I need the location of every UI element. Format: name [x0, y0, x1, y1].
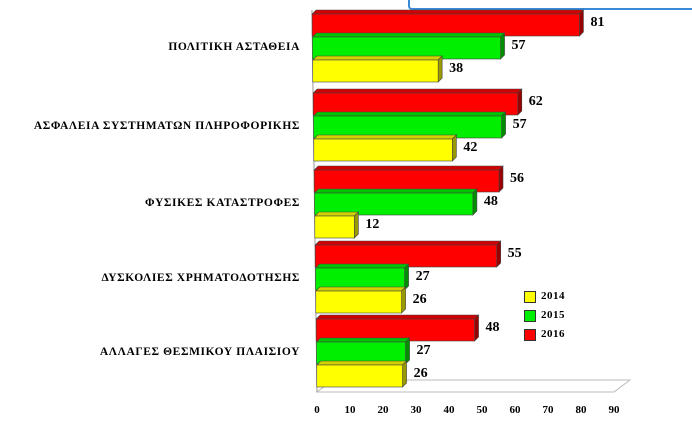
- x-tick-label-80: 80: [575, 404, 587, 416]
- bar-side-2014-5: [402, 360, 407, 388]
- bar-top-2014-1: [312, 55, 443, 61]
- legend-swatch-2016: [524, 329, 536, 341]
- category-label-2: ΑΣΦΑΛΕΙΑ ΣΥΣΤΗΜΑΤΩΝ ΠΛΗΡΟΦΟΡΙΚΗΣ: [33, 120, 300, 132]
- bar-top-2014-3: [314, 211, 360, 217]
- bar-top-2016-3: [313, 165, 504, 171]
- bar-top-2015-2: [312, 111, 507, 117]
- bar-side-2014-2: [452, 134, 457, 162]
- value-label-2016-4: 55: [507, 246, 522, 261]
- bar-top-2016-1: [311, 9, 585, 15]
- value-label-2016-3: 56: [509, 171, 524, 186]
- x-tick-label-20: 20: [377, 404, 389, 416]
- bar-side-2016-4: [496, 240, 501, 268]
- value-label-2014-5: 26: [413, 366, 428, 381]
- value-label-2016-2: 62: [528, 94, 543, 109]
- bar-top-2015-4: [314, 263, 410, 269]
- value-label-2015-5: 27: [416, 343, 431, 358]
- bar-top-2016-2: [312, 88, 523, 94]
- bar-top-2015-3: [313, 188, 478, 194]
- bar-side-2014-4: [401, 286, 406, 314]
- legend-swatch-2014: [524, 291, 536, 303]
- bar-side-2015-1: [500, 32, 505, 60]
- bar-2015-3: [314, 192, 474, 216]
- bar-top-2015-1: [311, 32, 506, 38]
- bar-side-2015-5: [405, 337, 410, 365]
- bar-top-2014-5: [316, 360, 408, 366]
- x-tick-label-50: 50: [476, 404, 488, 416]
- window-frame: [408, 0, 692, 10]
- x-tick-label-30: 30: [410, 404, 422, 416]
- bar-side-2014-3: [354, 211, 359, 239]
- bar-top-2014-2: [313, 134, 458, 140]
- value-label-2015-4: 27: [415, 269, 430, 284]
- bar-side-2014-1: [437, 55, 443, 83]
- bar-side-2016-3: [498, 165, 504, 193]
- bar-side-2016-2: [517, 88, 523, 116]
- bar-side-2016-1: [579, 9, 584, 37]
- legend-label-2014: 2014: [541, 290, 565, 302]
- x-tick-label-40: 40: [443, 404, 455, 416]
- value-label-2014-2: 42: [463, 140, 478, 155]
- bar-top-2016-5: [315, 314, 480, 320]
- x-tick-label-60: 60: [509, 404, 521, 416]
- bar-2014-1: [312, 59, 439, 83]
- legend-label-2016: 2016: [541, 328, 565, 340]
- bar-2014-5: [316, 364, 403, 388]
- value-label-2016-1: 81: [590, 15, 605, 30]
- bar-side-2015-3: [472, 188, 478, 216]
- category-label-4: ΔΥΣΚΟΛΙΕΣ ΧΡΗΜΑΤΟΔΟΤΗΣΗΣ: [101, 272, 300, 284]
- legend-swatch-2015: [524, 310, 536, 322]
- value-label-2016-5: 48: [485, 320, 500, 335]
- bar-top-2015-5: [315, 337, 411, 343]
- x-tick-label-10: 10: [344, 404, 356, 416]
- bar-side-2015-4: [404, 263, 409, 291]
- x-tick-label-90: 90: [608, 404, 620, 416]
- bar-side-2016-5: [474, 314, 479, 342]
- bar-top-2014-4: [315, 286, 407, 292]
- x-tick-label-70: 70: [542, 404, 554, 416]
- category-label-3: ΦΥΣΙΚΕΣ ΚΑΤΑΣΤΡΟΦΕΣ: [145, 197, 300, 209]
- bar-top-2016-4: [314, 240, 502, 246]
- value-label-2014-4: 26: [412, 292, 427, 307]
- value-label-2015-1: 57: [511, 38, 526, 53]
- bar-2014-2: [313, 138, 453, 162]
- bar-side-2015-2: [501, 111, 506, 139]
- bar-2014-4: [315, 290, 402, 314]
- value-label-2015-3: 48: [483, 194, 498, 209]
- legend-label-2015: 2015: [541, 309, 565, 321]
- category-label-1: ΠΟΛΙΤΙΚΗ ΑΣΤΑΘΕΙΑ: [168, 41, 300, 53]
- value-label-2014-1: 38: [449, 61, 464, 76]
- value-label-2015-2: 57: [512, 117, 527, 132]
- category-label-5: ΑΛΛΑΓΕΣ ΘΕΣΜΙΚΟΥ ΠΛΑΙΣΙΟΥ: [99, 346, 300, 358]
- x-tick-label-0: 0: [314, 404, 320, 416]
- bar-2014-3: [314, 215, 355, 239]
- value-label-2014-3: 12: [365, 217, 380, 232]
